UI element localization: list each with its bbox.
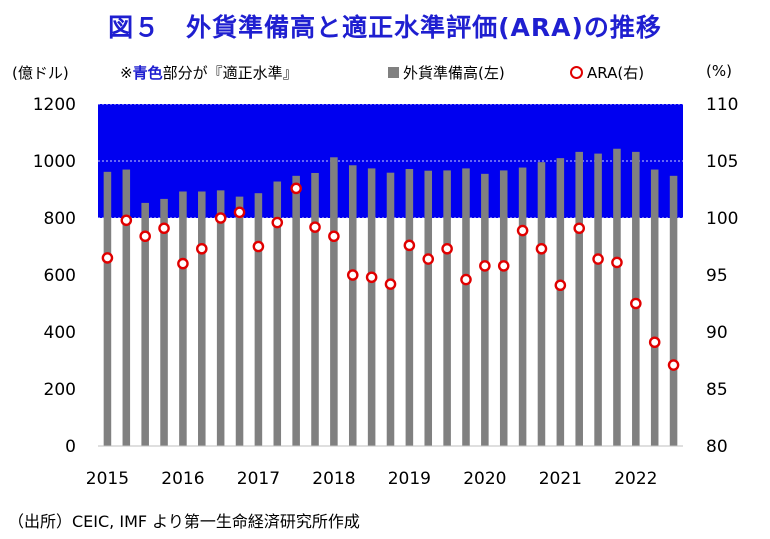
reserve-bar <box>424 170 433 446</box>
ara-point <box>630 297 642 310</box>
reserve-bar <box>650 169 659 447</box>
legend-row: (億ドル) ※青色部分が『適正水準』 外貨準備高(左) ARA(右) (%) <box>0 62 770 86</box>
y-right-unit: (%) <box>706 62 732 80</box>
reserve-bar <box>141 202 149 446</box>
ara-point <box>290 182 302 195</box>
y-left-tick-label: 600 <box>44 266 76 286</box>
ara-point <box>139 230 151 243</box>
ara-point <box>384 278 397 290</box>
ara-point <box>592 253 604 265</box>
ara-point <box>309 221 321 233</box>
reserve-bar <box>235 196 244 446</box>
ara-point <box>346 269 359 281</box>
ara-point <box>195 242 208 255</box>
y-right-tick-label: 95 <box>706 266 728 286</box>
reserve-bar <box>179 191 187 446</box>
x-tick-label: 2017 <box>237 469 280 489</box>
ara-point <box>648 336 661 349</box>
legend-bar-label: 外貨準備高(左) <box>403 64 505 82</box>
ara-point <box>441 242 453 255</box>
y-right-tick-label: 80 <box>706 437 728 457</box>
reserve-bar <box>292 175 300 446</box>
reserve-bar <box>613 148 621 446</box>
reserve-bar <box>462 168 470 446</box>
legend-bar: 外貨準備高(左) <box>388 62 505 83</box>
reserve-bar <box>348 165 357 446</box>
reserve-bar <box>499 170 508 446</box>
reserve-bar <box>254 193 263 446</box>
reserve-bar <box>273 181 282 446</box>
ara-point <box>252 240 265 253</box>
y-right-tick-label: 110 <box>706 95 738 115</box>
ara-point <box>479 260 491 272</box>
ara-point <box>516 224 529 237</box>
note-suffix: 部分が『適正水準』 <box>162 64 298 82</box>
adequate-note: ※青色部分が『適正水準』 <box>120 62 298 83</box>
ara-point <box>328 230 340 243</box>
reserve-bar <box>594 153 602 446</box>
legend-dot: ARA(右) <box>570 62 644 83</box>
ara-point <box>271 216 284 229</box>
x-tick-label: 2022 <box>614 469 657 489</box>
reserve-bar <box>386 172 395 446</box>
legend-dot-label: ARA(右) <box>587 64 645 82</box>
y-left-tick-label: 1200 <box>33 95 76 115</box>
ara-point <box>403 239 416 252</box>
reserve-bar <box>556 158 565 446</box>
ara-point <box>554 279 567 292</box>
x-tick-label: 2021 <box>539 469 582 489</box>
x-tick-label: 2016 <box>161 469 204 489</box>
ara-point <box>497 260 510 272</box>
ara-point <box>611 256 623 269</box>
y-right-tick-label: 85 <box>706 380 728 400</box>
reserve-bar <box>443 170 451 446</box>
y-left-tick-label: 400 <box>44 323 76 343</box>
reserve-bar <box>330 157 338 447</box>
ara-point <box>214 212 227 224</box>
y-left-tick-label: 800 <box>44 209 76 229</box>
y-left-tick-label: 1000 <box>33 152 76 172</box>
note-highlight: 青色 <box>132 64 163 82</box>
reserve-bar <box>216 190 225 446</box>
ara-point <box>460 273 472 286</box>
reserve-bar <box>537 162 546 446</box>
reserve-bar <box>405 168 414 447</box>
legend-bar-swatch <box>388 67 399 78</box>
ara-point <box>667 359 680 371</box>
reserve-bar <box>311 172 319 446</box>
reserve-bar <box>669 175 678 446</box>
y-right-tick-label: 105 <box>706 152 738 172</box>
reserve-bar <box>160 198 168 446</box>
ara-point <box>158 222 170 235</box>
y-left-tick-label: 0 <box>65 437 76 457</box>
note-prefix: ※ <box>120 64 133 82</box>
reserve-bar <box>103 171 112 446</box>
ara-point <box>365 271 378 284</box>
y-right-tick-label: 100 <box>706 209 738 229</box>
y-right-tick-label: 90 <box>706 323 728 343</box>
reserve-bar <box>367 168 376 446</box>
ara-point <box>422 253 435 265</box>
reserve-bar <box>575 151 583 446</box>
reserve-bar <box>481 173 489 446</box>
ara-point <box>233 206 246 219</box>
reserve-bar <box>518 167 527 446</box>
x-tick-label: 2018 <box>312 469 355 489</box>
x-tick-label: 2019 <box>388 469 431 489</box>
legend-dot-swatch <box>570 66 583 79</box>
y-left-unit: (億ドル) <box>12 64 69 82</box>
reserve-bar <box>198 191 206 446</box>
ara-point <box>535 242 548 255</box>
reserve-bar <box>122 169 131 447</box>
ara-point <box>573 222 586 235</box>
ara-point <box>101 252 114 264</box>
x-tick-label: 2015 <box>86 469 129 489</box>
ara-point <box>120 214 133 227</box>
x-tick-label: 2020 <box>463 469 506 489</box>
chart-title: 図５ 外貨準備高と適正水準評価(ARA)の推移 <box>108 13 662 42</box>
y-left-tick-label: 200 <box>44 380 76 400</box>
source-note: （出所）CEIC, IMF より第一生命経済研究所作成 <box>8 512 360 531</box>
ara-point <box>177 257 189 270</box>
